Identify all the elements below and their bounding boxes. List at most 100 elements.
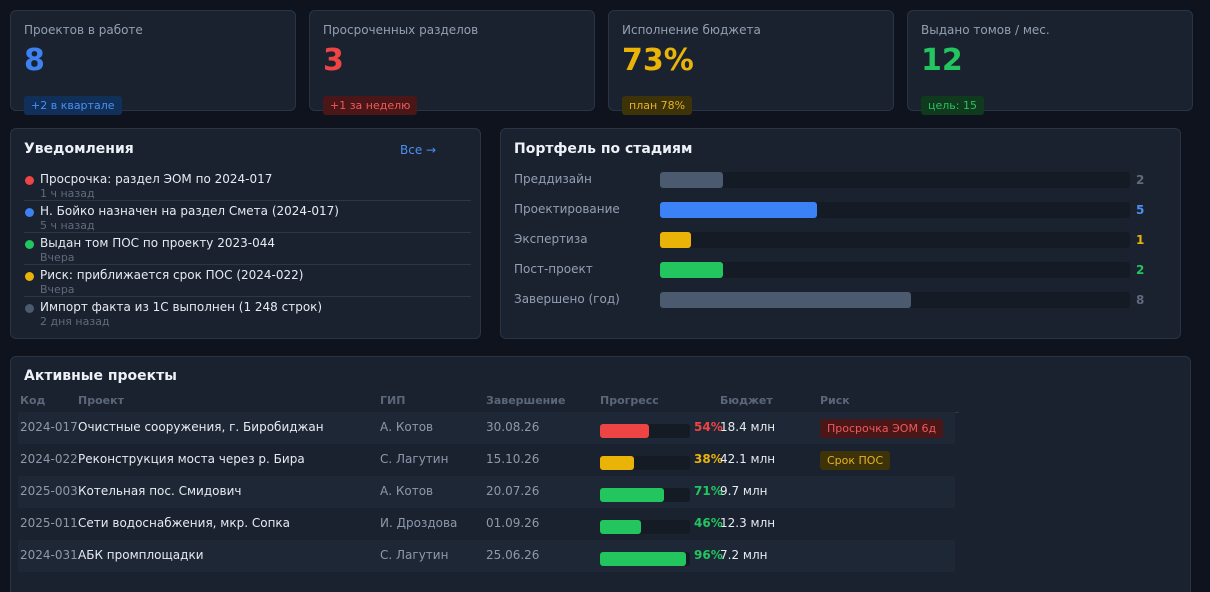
project-name[interactable]: Сети водоснабжения, мкр. Сопка xyxy=(78,516,291,530)
col-header-end[interactable]: Завершение xyxy=(486,394,566,407)
stage-label: Преддизайн xyxy=(514,172,592,186)
stage-bar-fill xyxy=(660,262,723,278)
project-gip: С. Лагутин xyxy=(380,452,449,466)
stage-label: Завершено (год) xyxy=(514,292,620,306)
stage-row[interactable]: Завершено (год) 8 xyxy=(514,290,1154,310)
col-header-progress[interactable]: Прогресс xyxy=(600,394,659,407)
risk-badge: Просрочка ЭОМ 6д xyxy=(820,419,944,438)
stage-count: 8 xyxy=(1136,293,1145,307)
notifications-all-link[interactable]: Все → xyxy=(400,143,437,157)
progress-percent: 54% xyxy=(694,420,723,434)
kpi-value: 12 xyxy=(921,43,963,78)
table-row[interactable]: 2025-003 Котельная пос. Смидович А. Котов 2… xyxy=(18,476,955,508)
notification-time: 5 ч назад xyxy=(40,219,95,232)
stage-count: 5 xyxy=(1136,203,1145,217)
kpi-label: Просроченных разделов xyxy=(323,23,479,37)
notification-time: Вчера xyxy=(40,251,75,264)
col-header-project[interactable]: Проект xyxy=(78,394,124,407)
kpi-label: Выдано томов / мес. xyxy=(921,23,1050,37)
notification-text: Просрочка: раздел ЭОМ по 2024-017 xyxy=(40,172,273,186)
status-dot-icon xyxy=(25,176,34,185)
notifications-list: Просрочка: раздел ЭОМ по 2024-017 1 ч наз… xyxy=(24,169,471,329)
notifications-title: Уведомления xyxy=(24,141,134,157)
progress-percent: 46% xyxy=(694,516,723,530)
notification-item[interactable]: Просрочка: раздел ЭОМ по 2024-017 1 ч наз… xyxy=(24,169,471,201)
project-name[interactable]: АБК промплощадки xyxy=(78,548,204,562)
stage-label: Проектирование xyxy=(514,202,620,216)
progress-bar-track xyxy=(600,456,690,470)
kpi-card-budget: Исполнение бюджета 73% план 78% xyxy=(608,10,894,115)
progress-bar-fill xyxy=(600,552,687,566)
notification-item[interactable]: Импорт факта из 1С выполнен (1 248 строк… xyxy=(24,297,471,329)
project-budget: 18.4 млн xyxy=(720,420,776,434)
progress-percent: 96% xyxy=(694,548,723,562)
table-row[interactable]: 2024-017 Очистные сооружения, г. Биробидж… xyxy=(18,412,955,444)
notification-item[interactable]: Выдан том ПОС по проекту 2023-044 Вчера xyxy=(24,233,471,265)
progress-bar-track xyxy=(600,424,690,438)
table-row[interactable]: 2025-011 Сети водоснабжения, мкр. Сопка И.… xyxy=(18,508,955,540)
progress-bar-fill xyxy=(600,424,649,438)
col-header-code[interactable]: Код xyxy=(20,394,46,407)
stage-bar-fill xyxy=(660,202,817,218)
status-dot-icon xyxy=(25,208,34,217)
project-code: 2024-017 xyxy=(20,420,78,434)
project-budget: 12.3 млн xyxy=(720,516,776,530)
notification-time: Вчера xyxy=(40,283,75,296)
project-name[interactable]: Очистные сооружения, г. Биробиджан xyxy=(78,420,324,434)
progress-bar-fill xyxy=(600,488,664,502)
stage-bar-fill xyxy=(660,172,723,188)
notification-time: 1 ч назад xyxy=(40,187,95,200)
progress-bar-track xyxy=(600,552,690,566)
project-budget: 7.2 млн xyxy=(720,548,768,562)
status-dot-icon xyxy=(25,240,34,249)
kpi-badge: +2 в квартале xyxy=(24,96,122,115)
project-code: 2024-031 xyxy=(20,548,78,562)
kpi-value: 3 xyxy=(323,43,344,78)
col-header-gip[interactable]: ГИП xyxy=(380,394,406,407)
notification-text: Риск: приближается срок ПОС (2024-022) xyxy=(40,268,304,282)
stage-count: 2 xyxy=(1136,173,1145,187)
progress-bar-fill xyxy=(600,456,635,470)
kpi-badge: +1 за неделю xyxy=(323,96,418,115)
stage-row[interactable]: Проектирование 5 xyxy=(514,200,1154,220)
kpi-badge: цель: 15 xyxy=(921,96,984,115)
status-dot-icon xyxy=(25,272,34,281)
notification-item[interactable]: Риск: приближается срок ПОС (2024-022) Вч… xyxy=(24,265,471,297)
stage-bar-track xyxy=(660,262,1130,278)
portfolio-title: Портфель по стадиям xyxy=(514,141,693,157)
projects-title: Активные проекты xyxy=(24,368,177,384)
project-gip: А. Котов xyxy=(380,484,434,498)
progress-bar-fill xyxy=(600,520,642,534)
portfolio-panel: Портфель по стадиям Преддизайн 2 Проектиро… xyxy=(500,128,1181,339)
notification-text: Н. Бойко назначен на раздел Смета (2024-… xyxy=(40,204,339,218)
kpi-value: 8 xyxy=(24,43,45,78)
project-gip: С. Лагутин xyxy=(380,548,449,562)
stage-count: 2 xyxy=(1136,263,1145,277)
project-name[interactable]: Реконструкция моста через р. Бира xyxy=(78,452,305,466)
project-end-date: 30.08.26 xyxy=(486,420,540,434)
stage-bar-fill xyxy=(660,292,911,308)
stage-count: 1 xyxy=(1136,233,1145,247)
progress-percent: 71% xyxy=(694,484,723,498)
project-code: 2025-011 xyxy=(20,516,78,530)
kpi-label: Исполнение бюджета xyxy=(622,23,761,37)
progress-bar-track xyxy=(600,488,690,502)
notification-item[interactable]: Н. Бойко назначен на раздел Смета (2024-… xyxy=(24,201,471,233)
col-header-risk[interactable]: Риск xyxy=(820,394,850,407)
project-end-date: 01.09.26 xyxy=(486,516,540,530)
project-name[interactable]: Котельная пос. Смидович xyxy=(78,484,242,498)
stage-row[interactable]: Экспертиза 1 xyxy=(514,230,1154,250)
table-row[interactable]: 2024-031 АБК промплощадки С. Лагутин 25.06.… xyxy=(18,540,955,572)
stage-row[interactable]: Преддизайн 2 xyxy=(514,170,1154,190)
notification-text: Выдан том ПОС по проекту 2023-044 xyxy=(40,236,275,250)
notification-time: 2 дня назад xyxy=(40,315,110,328)
project-end-date: 15.10.26 xyxy=(486,452,540,466)
col-header-budget[interactable]: Бюджет xyxy=(720,394,773,407)
stage-row[interactable]: Пост-проект 2 xyxy=(514,260,1154,280)
notifications-panel: Уведомления Все → Просрочка: раздел ЭОМ … xyxy=(10,128,481,339)
kpi-card-volumes: Выдано томов / мес. 12 цель: 15 xyxy=(907,10,1193,115)
stage-bar-track xyxy=(660,202,1130,218)
progress-percent: 38% xyxy=(694,452,723,466)
risk-badge: Срок ПОС xyxy=(820,451,891,470)
table-row[interactable]: 2024-022 Реконструкция моста через р. Бир… xyxy=(18,444,955,476)
